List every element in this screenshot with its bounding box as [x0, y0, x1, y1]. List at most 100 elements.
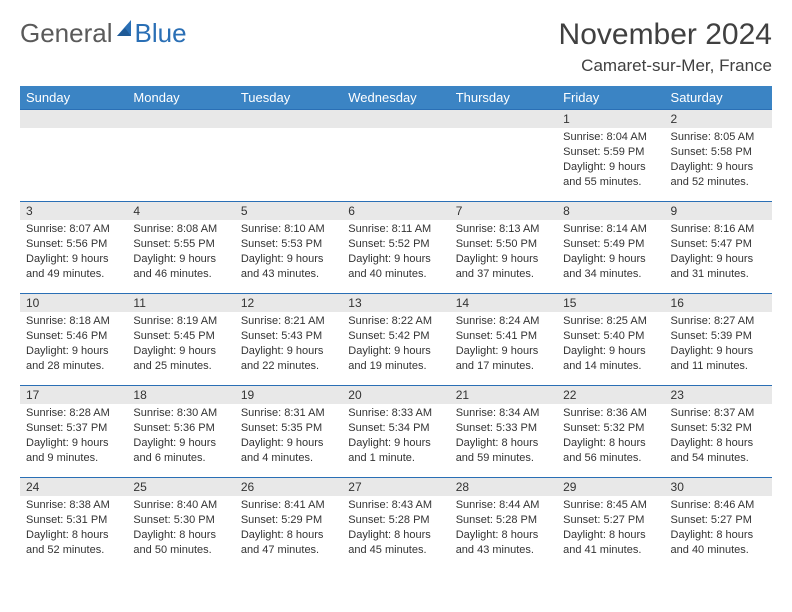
page-title: November 2024 [559, 18, 772, 52]
sunrise-text: Sunrise: 8:41 AM [241, 498, 336, 513]
sunrise-text: Sunrise: 8:13 AM [456, 222, 551, 237]
sunset-text: Sunset: 5:56 PM [26, 237, 121, 252]
calendar-day: 30Sunrise: 8:46 AMSunset: 5:27 PMDayligh… [665, 478, 772, 570]
day-details: Sunrise: 8:31 AMSunset: 5:35 PMDaylight:… [235, 404, 342, 469]
day-details: Sunrise: 8:19 AMSunset: 5:45 PMDaylight:… [127, 312, 234, 377]
sunrise-text: Sunrise: 8:14 AM [563, 222, 658, 237]
day-number: 30 [665, 478, 772, 496]
sunrise-text: Sunrise: 8:25 AM [563, 314, 658, 329]
day-number: 26 [235, 478, 342, 496]
weekday-header: Monday [127, 86, 234, 110]
daylight-text: Daylight: 9 hours and 4 minutes. [241, 436, 336, 466]
sunrise-text: Sunrise: 8:16 AM [671, 222, 766, 237]
sunset-text: Sunset: 5:31 PM [26, 513, 121, 528]
day-number: 29 [557, 478, 664, 496]
weekday-header: Saturday [665, 86, 772, 110]
day-details: Sunrise: 8:11 AMSunset: 5:52 PMDaylight:… [342, 220, 449, 285]
day-details: Sunrise: 8:24 AMSunset: 5:41 PMDaylight:… [450, 312, 557, 377]
sunrise-text: Sunrise: 8:30 AM [133, 406, 228, 421]
sunrise-text: Sunrise: 8:37 AM [671, 406, 766, 421]
calendar-day: 13Sunrise: 8:22 AMSunset: 5:42 PMDayligh… [342, 294, 449, 386]
sunset-text: Sunset: 5:40 PM [563, 329, 658, 344]
sunrise-text: Sunrise: 8:28 AM [26, 406, 121, 421]
sunset-text: Sunset: 5:29 PM [241, 513, 336, 528]
sunset-text: Sunset: 5:37 PM [26, 421, 121, 436]
day-number: 22 [557, 386, 664, 404]
day-number [450, 110, 557, 128]
sunrise-text: Sunrise: 8:11 AM [348, 222, 443, 237]
daylight-text: Daylight: 9 hours and 31 minutes. [671, 252, 766, 282]
sunset-text: Sunset: 5:27 PM [671, 513, 766, 528]
calendar-day: 14Sunrise: 8:24 AMSunset: 5:41 PMDayligh… [450, 294, 557, 386]
calendar-week: 10Sunrise: 8:18 AMSunset: 5:46 PMDayligh… [20, 294, 772, 386]
calendar-day: 10Sunrise: 8:18 AMSunset: 5:46 PMDayligh… [20, 294, 127, 386]
calendar-table: Sunday Monday Tuesday Wednesday Thursday… [20, 86, 772, 570]
sunset-text: Sunset: 5:59 PM [563, 145, 658, 160]
sunset-text: Sunset: 5:27 PM [563, 513, 658, 528]
daylight-text: Daylight: 8 hours and 41 minutes. [563, 528, 658, 558]
weekday-row: Sunday Monday Tuesday Wednesday Thursday… [20, 86, 772, 110]
sunset-text: Sunset: 5:49 PM [563, 237, 658, 252]
day-number: 11 [127, 294, 234, 312]
day-number: 20 [342, 386, 449, 404]
sunrise-text: Sunrise: 8:21 AM [241, 314, 336, 329]
daylight-text: Daylight: 8 hours and 59 minutes. [456, 436, 551, 466]
day-details: Sunrise: 8:10 AMSunset: 5:53 PMDaylight:… [235, 220, 342, 285]
sunset-text: Sunset: 5:55 PM [133, 237, 228, 252]
sunset-text: Sunset: 5:42 PM [348, 329, 443, 344]
calendar-day: 11Sunrise: 8:19 AMSunset: 5:45 PMDayligh… [127, 294, 234, 386]
weekday-header: Thursday [450, 86, 557, 110]
calendar-day: 4Sunrise: 8:08 AMSunset: 5:55 PMDaylight… [127, 202, 234, 294]
daylight-text: Daylight: 8 hours and 47 minutes. [241, 528, 336, 558]
header: General Blue November 2024 Camaret-sur-M… [20, 18, 772, 76]
weekday-header: Sunday [20, 86, 127, 110]
daylight-text: Daylight: 9 hours and 9 minutes. [26, 436, 121, 466]
day-details: Sunrise: 8:34 AMSunset: 5:33 PMDaylight:… [450, 404, 557, 469]
sunrise-text: Sunrise: 8:24 AM [456, 314, 551, 329]
calendar-day: 12Sunrise: 8:21 AMSunset: 5:43 PMDayligh… [235, 294, 342, 386]
daylight-text: Daylight: 8 hours and 52 minutes. [26, 528, 121, 558]
day-number: 7 [450, 202, 557, 220]
sunrise-text: Sunrise: 8:22 AM [348, 314, 443, 329]
day-number: 24 [20, 478, 127, 496]
day-details: Sunrise: 8:18 AMSunset: 5:46 PMDaylight:… [20, 312, 127, 377]
logo-text-general: General [20, 18, 113, 49]
daylight-text: Daylight: 9 hours and 28 minutes. [26, 344, 121, 374]
sunset-text: Sunset: 5:39 PM [671, 329, 766, 344]
day-number: 27 [342, 478, 449, 496]
day-details: Sunrise: 8:41 AMSunset: 5:29 PMDaylight:… [235, 496, 342, 561]
sunset-text: Sunset: 5:35 PM [241, 421, 336, 436]
calendar-day [235, 110, 342, 202]
day-number: 15 [557, 294, 664, 312]
day-details: Sunrise: 8:38 AMSunset: 5:31 PMDaylight:… [20, 496, 127, 561]
day-number: 16 [665, 294, 772, 312]
calendar-day [127, 110, 234, 202]
sunset-text: Sunset: 5:32 PM [563, 421, 658, 436]
day-number: 1 [557, 110, 664, 128]
sunset-text: Sunset: 5:50 PM [456, 237, 551, 252]
sunset-text: Sunset: 5:36 PM [133, 421, 228, 436]
day-number: 28 [450, 478, 557, 496]
sunrise-text: Sunrise: 8:33 AM [348, 406, 443, 421]
daylight-text: Daylight: 8 hours and 45 minutes. [348, 528, 443, 558]
day-number [127, 110, 234, 128]
calendar-week: 1Sunrise: 8:04 AMSunset: 5:59 PMDaylight… [20, 110, 772, 202]
sunrise-text: Sunrise: 8:18 AM [26, 314, 121, 329]
calendar-day: 22Sunrise: 8:36 AMSunset: 5:32 PMDayligh… [557, 386, 664, 478]
daylight-text: Daylight: 9 hours and 37 minutes. [456, 252, 551, 282]
daylight-text: Daylight: 9 hours and 34 minutes. [563, 252, 658, 282]
day-number: 18 [127, 386, 234, 404]
day-number [20, 110, 127, 128]
sunset-text: Sunset: 5:53 PM [241, 237, 336, 252]
day-number [342, 110, 449, 128]
calendar-day: 2Sunrise: 8:05 AMSunset: 5:58 PMDaylight… [665, 110, 772, 202]
calendar-day: 20Sunrise: 8:33 AMSunset: 5:34 PMDayligh… [342, 386, 449, 478]
day-details: Sunrise: 8:36 AMSunset: 5:32 PMDaylight:… [557, 404, 664, 469]
day-details: Sunrise: 8:46 AMSunset: 5:27 PMDaylight:… [665, 496, 772, 561]
daylight-text: Daylight: 9 hours and 25 minutes. [133, 344, 228, 374]
weekday-header: Tuesday [235, 86, 342, 110]
sunrise-text: Sunrise: 8:10 AM [241, 222, 336, 237]
daylight-text: Daylight: 9 hours and 49 minutes. [26, 252, 121, 282]
calendar-day [342, 110, 449, 202]
title-block: November 2024 Camaret-sur-Mer, France [559, 18, 772, 76]
